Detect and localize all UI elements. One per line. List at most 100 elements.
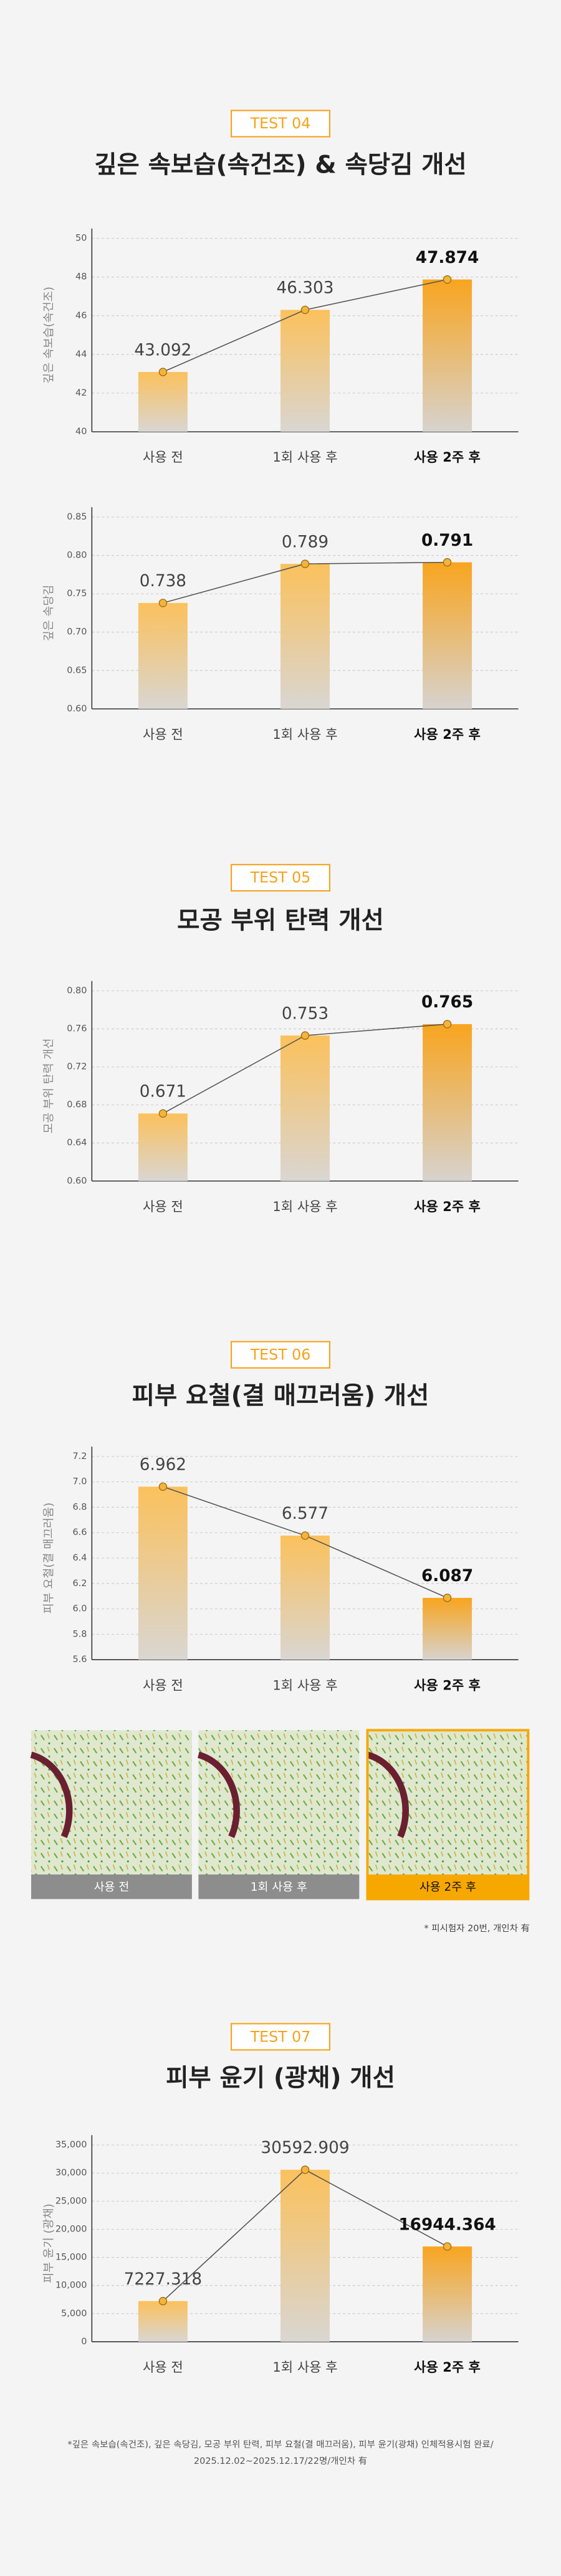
x-tick-label: 사용 전 — [143, 449, 183, 465]
value-label: 0.789 — [282, 533, 328, 551]
y-tick-label: 0.60 — [67, 704, 87, 714]
point — [158, 1109, 168, 1118]
y-tick-label: 0.75 — [67, 589, 87, 599]
section-title: 피부 요철(결 매끄러움) 개선 — [132, 1382, 429, 1410]
x-tick-label: 1회 사용 후 — [272, 1677, 337, 1693]
value-label: 0.765 — [421, 993, 473, 1012]
y-tick-label: 6.0 — [72, 1604, 87, 1614]
y-axis-label: 피부 요철(결 매끄러움) — [42, 1503, 55, 1614]
y-tick-label: 42 — [75, 388, 87, 398]
bar — [423, 1024, 472, 1181]
y-tick-label: 25,000 — [55, 2196, 87, 2206]
y-tick-label: 6.8 — [72, 1502, 87, 1512]
badge-box — [231, 863, 330, 892]
photo-label: 사용 전 — [94, 1881, 130, 1894]
photo-ring — [30, 1751, 73, 1838]
photo-label-bg — [31, 1874, 192, 1899]
bar — [423, 2246, 472, 2342]
y-tick-label: 5,000 — [61, 2309, 87, 2319]
photo-label: 사용 2주 후 — [420, 1881, 476, 1894]
section-title: 피부 윤기 (광채) 개선 — [166, 2063, 395, 2092]
photo-ring — [366, 1751, 409, 1838]
photo: 사용 2주 후 — [366, 1729, 530, 1901]
bar — [280, 1535, 330, 1660]
photo-image — [198, 1730, 360, 1899]
photo: 1회 사용 후 — [197, 1730, 360, 1899]
footnote: 2025.12.02~2025.12.17/22명/개인차 有 — [194, 2456, 367, 2466]
bar — [280, 564, 330, 709]
bar — [280, 310, 330, 432]
badge: TEST 05 — [250, 869, 311, 886]
point — [158, 599, 168, 607]
y-axis-label: 피부 윤기 (광채) — [42, 2203, 55, 2283]
photo-image — [367, 1730, 529, 1899]
x-tick-label: 1회 사용 후 — [272, 726, 337, 742]
value-label: 0.738 — [140, 572, 186, 591]
y-tick-label: 15,000 — [55, 2253, 87, 2263]
badge-box — [231, 1341, 330, 1369]
value-label: 30592.909 — [261, 2139, 349, 2157]
y-tick-label: 6.6 — [72, 1528, 87, 1538]
y-tick-label: 35,000 — [55, 2140, 87, 2150]
y-tick-label: 46 — [75, 311, 87, 321]
y-tick-label: 0.80 — [67, 986, 87, 996]
y-tick-label: 0.68 — [67, 1100, 87, 1110]
y-tick-label: 44 — [75, 349, 87, 359]
y-tick-label: 0.72 — [67, 1062, 87, 1072]
x-tick-label: 사용 전 — [143, 2359, 183, 2375]
section-title: 깊은 속보습(속건조) & 속당김 개선 — [94, 150, 467, 179]
photo-image — [31, 1730, 192, 1899]
y-axis-label: 깊은 속보습(속건조) — [42, 287, 55, 384]
photo-ring — [197, 1751, 240, 1838]
bar — [280, 1035, 330, 1181]
value-label: 47.874 — [416, 249, 479, 267]
point — [158, 368, 168, 376]
y-axis-label: 모공 부위 탄력 개선 — [42, 1038, 55, 1134]
y-tick-label: 0.76 — [67, 1024, 87, 1034]
point — [300, 305, 310, 315]
badge: TEST 06 — [250, 1346, 311, 1364]
y-tick-label: 5.8 — [72, 1629, 87, 1639]
footnote: *깊은 속보습(속건조), 깊은 속당김, 모공 부위 탄력, 피부 요철(결 … — [67, 2440, 493, 2450]
x-tick-label: 사용 전 — [143, 1199, 183, 1214]
x-tick-label: 1회 사용 후 — [272, 449, 337, 465]
photo-label-bg — [198, 1874, 360, 1899]
bar — [280, 2169, 330, 2342]
point — [443, 2242, 452, 2251]
point — [300, 559, 310, 568]
y-tick-label: 0.70 — [67, 627, 87, 637]
value-label: 6.087 — [421, 1567, 473, 1585]
y-tick-label: 40 — [75, 427, 87, 437]
photo-label-bg — [367, 1874, 529, 1899]
x-tick-label: 1회 사용 후 — [272, 1199, 337, 1214]
badge: TEST 04 — [250, 115, 311, 132]
bar — [423, 562, 472, 709]
y-tick-label: 0.80 — [67, 551, 87, 561]
y-tick-label: 0 — [81, 2337, 87, 2347]
photo-note: * 피시험자 20번, 개인차 有 — [424, 1923, 530, 1934]
y-axis-label: 깊은 속당김 — [42, 585, 55, 642]
photo-border — [366, 1729, 530, 1901]
point — [300, 1531, 310, 1540]
y-tick-label: 0.85 — [67, 512, 87, 522]
point — [158, 1482, 168, 1491]
x-tick-label: 1회 사용 후 — [272, 2359, 337, 2375]
value-label: 0.671 — [140, 1083, 186, 1101]
bar — [138, 2301, 188, 2342]
y-tick-label: 10,000 — [55, 2281, 87, 2291]
x-tick-label: 사용 2주 후 — [414, 1677, 481, 1693]
y-tick-label: 50 — [75, 234, 87, 244]
y-tick-label: 0.60 — [67, 1176, 87, 1186]
point — [300, 2165, 310, 2174]
y-tick-label: 48 — [75, 272, 87, 282]
bar — [423, 1597, 472, 1660]
y-tick-label: 0.64 — [67, 1138, 87, 1148]
x-tick-label: 사용 2주 후 — [414, 449, 481, 465]
value-label: 7227.318 — [124, 2270, 202, 2289]
point — [443, 1020, 452, 1029]
value-label: 16944.364 — [398, 2215, 496, 2234]
y-tick-label: 30,000 — [55, 2168, 87, 2178]
y-tick-label: 5.6 — [72, 1655, 87, 1665]
value-label: 6.962 — [140, 1456, 186, 1475]
value-label: 6.577 — [282, 1504, 328, 1523]
